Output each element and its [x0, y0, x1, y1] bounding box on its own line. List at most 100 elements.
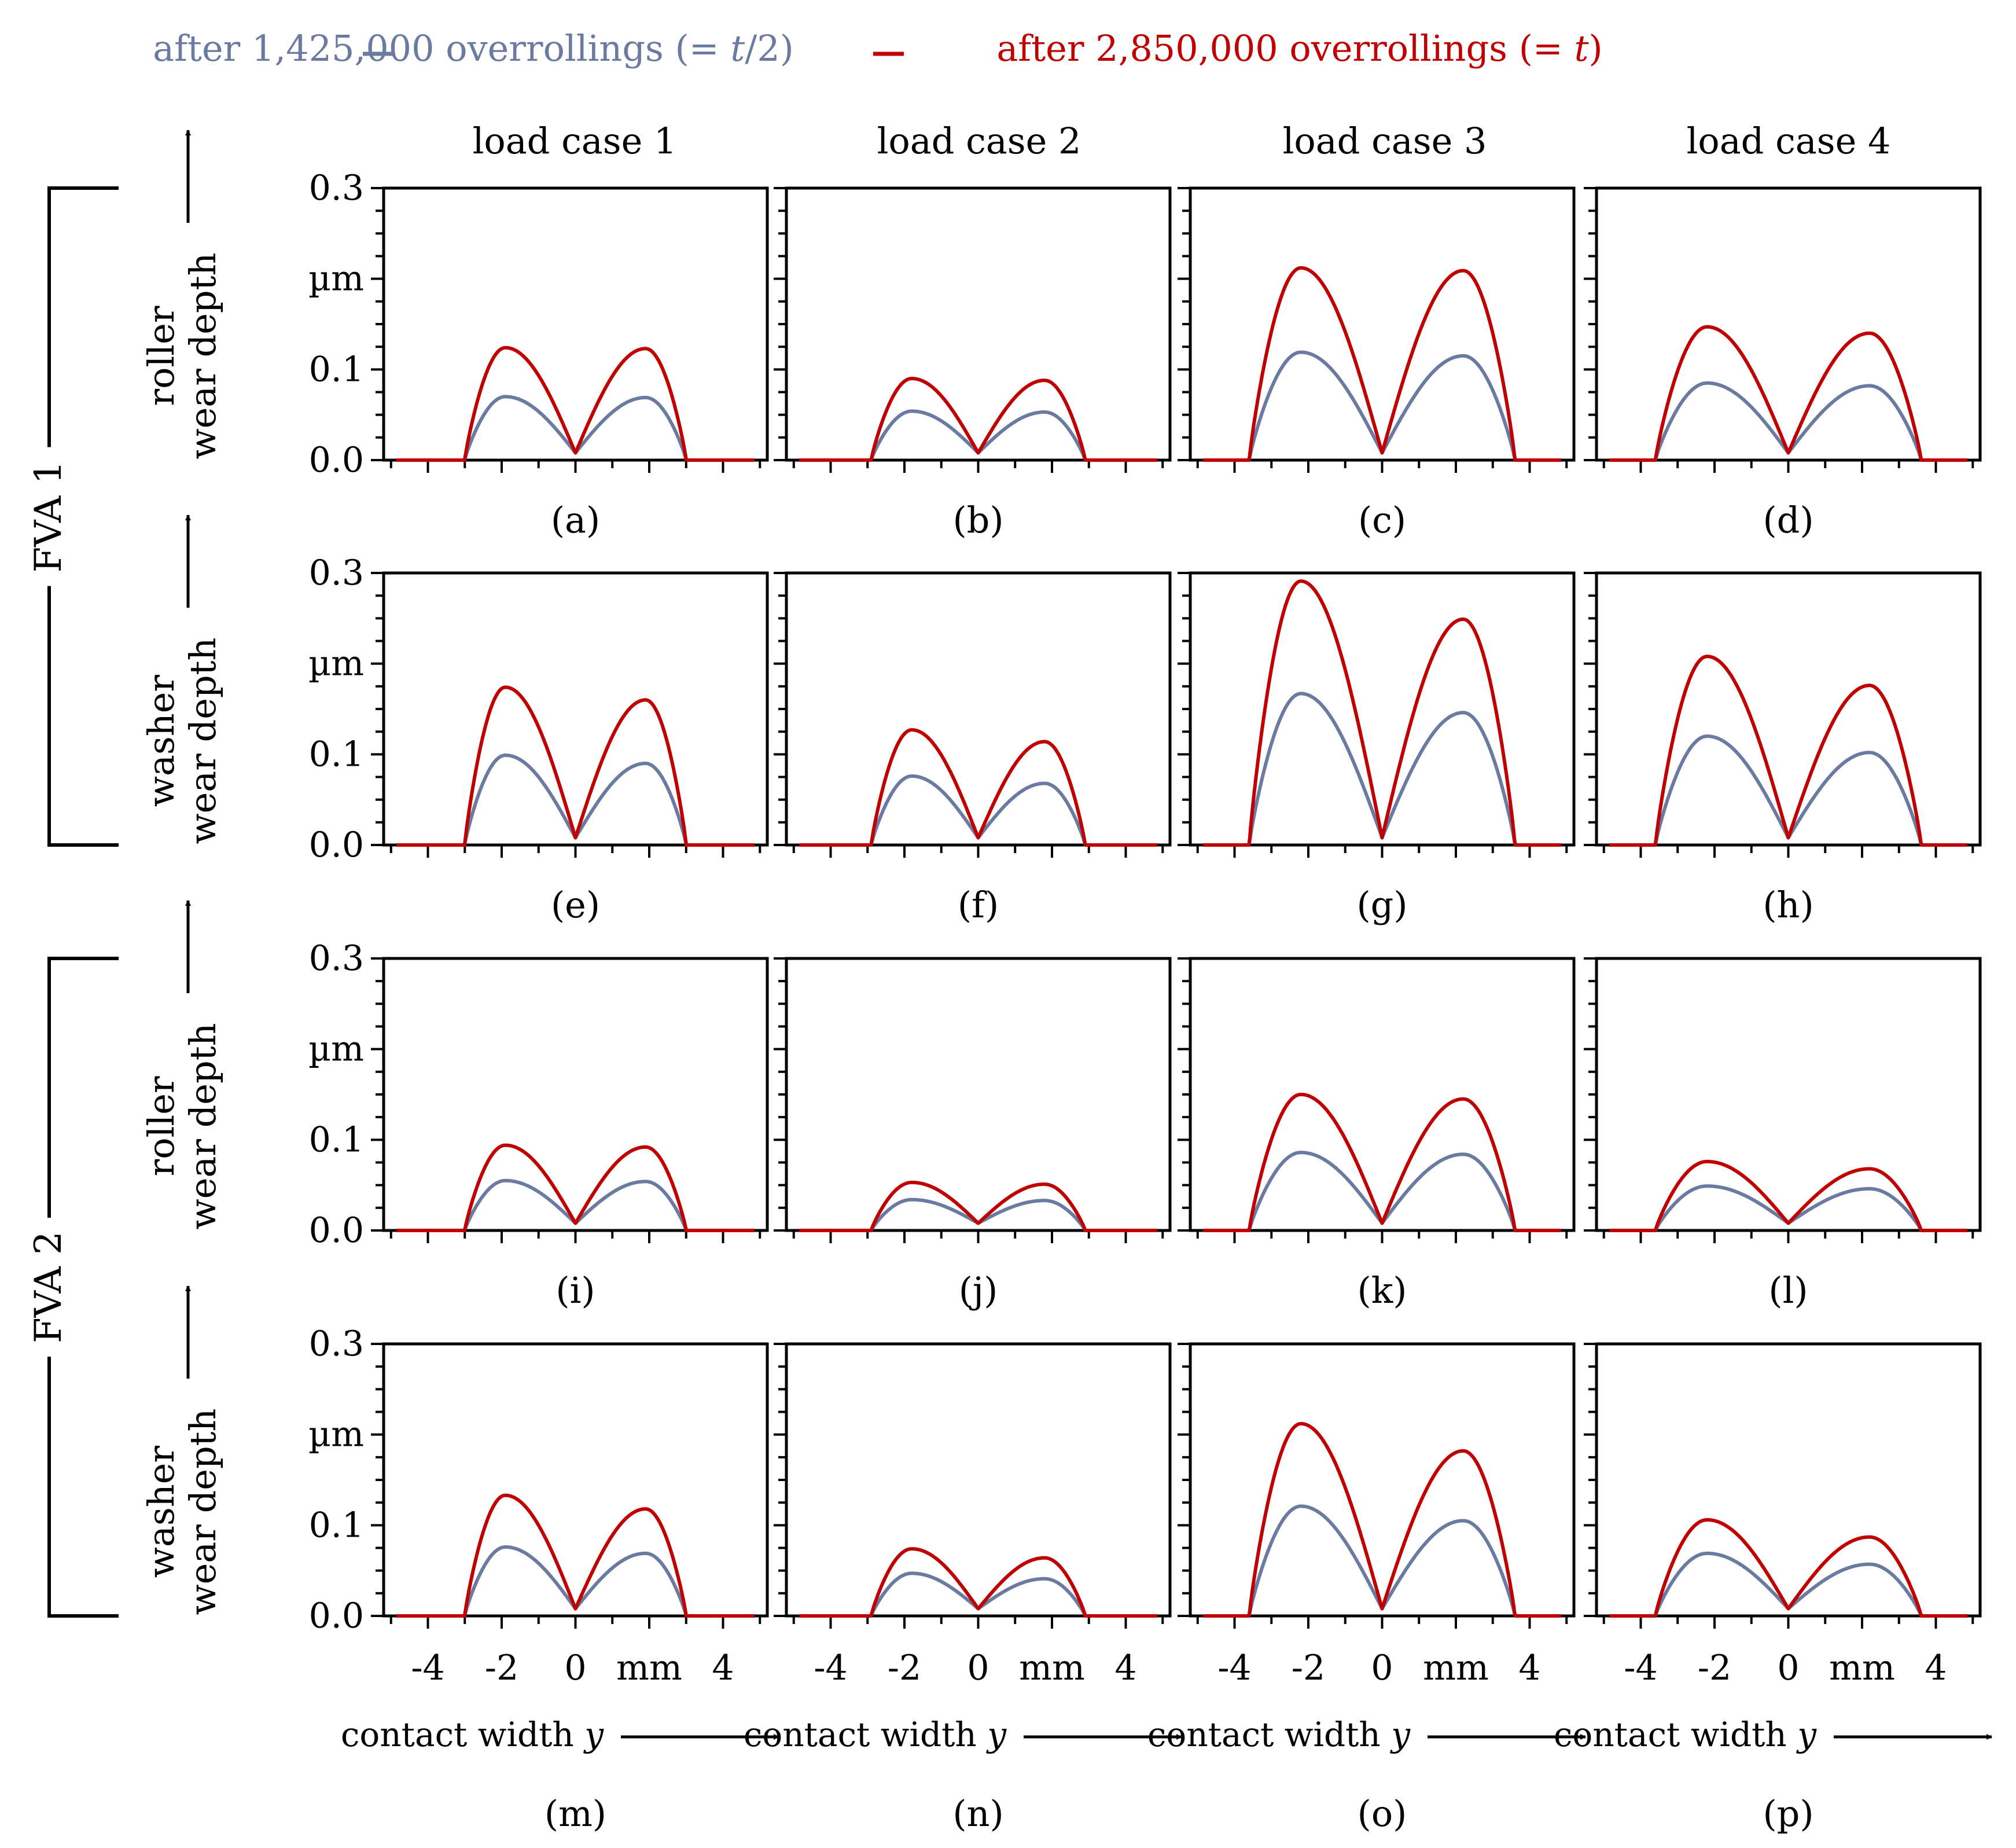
- row-label-4-line-2: wear depth: [182, 1409, 224, 1615]
- panel-label: (a): [551, 499, 600, 541]
- y-tick-label: µm: [308, 259, 364, 299]
- y-tick-label: 0.0: [309, 825, 364, 865]
- row-label-2-line-2: wear depth: [182, 638, 224, 844]
- x-tick-label: -4: [1217, 1648, 1251, 1688]
- panel-frame: [382, 571, 769, 847]
- x-axis-title: contact width y: [341, 1715, 604, 1754]
- x-tick-label: -2: [1698, 1648, 1731, 1688]
- group-bracket-bottom-2: [47, 1357, 119, 1618]
- panel-label: (j): [959, 1269, 998, 1311]
- series-full-line: [1608, 1518, 1969, 1618]
- x-tick-label: 0: [564, 1648, 586, 1688]
- row-label-2-line-1: washer: [140, 675, 182, 807]
- x-tick-label: -2: [1292, 1648, 1325, 1688]
- panels: 0.0 0.1 µm 0.3 (a) (b) (c) (d) 0.0 0.1 µm 0.3 (e) (f)…: [308, 168, 1992, 1835]
- y-tick-label: 0.1: [309, 1119, 364, 1160]
- x-axis-title: contact width y: [1554, 1715, 1817, 1754]
- y-tick-label: 0.0: [309, 1210, 364, 1251]
- group-label-2: FVA 2: [27, 1231, 70, 1343]
- group-label-1: FVA 1: [27, 461, 70, 573]
- group-bracket-bottom-1: [47, 586, 119, 847]
- series-full-line: [1202, 1421, 1562, 1618]
- group-bracket-top-1: [47, 186, 119, 447]
- series-full-line: [1202, 1093, 1562, 1232]
- panel-b: (b): [774, 186, 1172, 541]
- panel-label: (o): [1358, 1792, 1407, 1835]
- x-tick-label: -2: [888, 1648, 921, 1688]
- panel-f: (f): [774, 571, 1172, 926]
- x-axis-title: contact width y: [1147, 1715, 1411, 1754]
- panel-c: (c): [1178, 186, 1576, 541]
- panel-label: (h): [1763, 884, 1813, 926]
- panel-k: (k): [1178, 957, 1576, 1311]
- x-tick-label: mm: [1829, 1648, 1895, 1688]
- x-tick-label: mm: [616, 1648, 682, 1688]
- x-tick-label: 0: [967, 1648, 989, 1688]
- column-title-1: load case 1: [473, 120, 677, 162]
- panel-label: (p): [1763, 1792, 1813, 1835]
- y-tick-label: µm: [308, 1029, 364, 1070]
- panel-frame: [1189, 186, 1576, 462]
- column-titles: load case 1 load case 2 load case 3 load ca…: [473, 120, 1891, 162]
- panel-frame: [785, 1342, 1172, 1618]
- x-tick-label: 4: [1925, 1648, 1947, 1688]
- panel-label: (i): [555, 1269, 595, 1311]
- x-tick-label: -4: [814, 1648, 847, 1688]
- row-label-3-line-2: wear depth: [182, 1023, 224, 1230]
- panel-label: (l): [1768, 1269, 1808, 1311]
- panel-label: (c): [1358, 499, 1406, 541]
- x-tick-label: 0: [1777, 1648, 1799, 1688]
- panel-label: (m): [545, 1792, 606, 1835]
- y-tick-label: 0.0: [309, 1596, 364, 1636]
- panel-label: (e): [551, 884, 600, 926]
- y-tick-label: 0.3: [309, 938, 364, 979]
- y-tick-label: 0.3: [309, 1324, 364, 1364]
- column-title-3: load case 3: [1283, 120, 1487, 162]
- x-tick-label: -4: [411, 1648, 444, 1688]
- x-tick-label: mm: [1423, 1648, 1489, 1688]
- x-tick-label: -4: [1624, 1648, 1657, 1688]
- panel-g: (g): [1178, 571, 1576, 926]
- panel-frame: [382, 957, 769, 1232]
- series-half-line: [395, 753, 756, 847]
- y-tick-label: 0.0: [309, 440, 364, 480]
- panel-frame: [785, 571, 1172, 847]
- series-full-line: [798, 1181, 1158, 1232]
- group-brackets: FVA 1 FVA 2: [27, 186, 119, 1618]
- panel-frame: [1595, 1342, 1982, 1618]
- panel-frame: [1595, 957, 1982, 1232]
- panel-j: (j): [774, 957, 1172, 1311]
- y-tick-label: 0.1: [309, 349, 364, 390]
- y-tick-label: 0.3: [309, 553, 364, 593]
- panel-frame: [785, 957, 1172, 1232]
- panel-frame: [1189, 571, 1576, 847]
- panel-label: (k): [1358, 1269, 1407, 1311]
- y-tick-label: 0.1: [309, 734, 364, 774]
- y-tick-label: µm: [308, 644, 364, 684]
- panel-frame: [1189, 957, 1576, 1232]
- x-tick-label: 4: [1518, 1648, 1540, 1688]
- panel-h: (h): [1584, 571, 1982, 926]
- series-full-line: [798, 377, 1158, 462]
- panel-frame: [1595, 571, 1982, 847]
- legend-entry-half: after 1,425,000 overrollings (= t/2): [153, 27, 794, 69]
- panel-frame: [382, 1342, 769, 1618]
- panel-label: (d): [1763, 499, 1813, 541]
- panel-p: (p) -4 -2 0 mm 4 contact width y: [1554, 1342, 1992, 1835]
- x-axis-title: contact width y: [744, 1715, 1007, 1754]
- panel-d: (d): [1584, 186, 1982, 541]
- x-tick-label: mm: [1019, 1648, 1085, 1688]
- series-full-line: [1608, 655, 1969, 847]
- legend: after 1,425,000 overrollings (= t/2) afte…: [153, 27, 1603, 69]
- legend-entry-full: after 2,850,000 overrollings (= t): [996, 27, 1602, 69]
- series-full-line: [798, 1547, 1158, 1618]
- row-label-1-line-2: wear depth: [182, 253, 224, 460]
- panel-l: (l): [1584, 957, 1982, 1311]
- column-title-4: load case 4: [1687, 120, 1891, 162]
- panel-label: (g): [1356, 884, 1407, 926]
- row-label-3-line-1: roller: [140, 1076, 182, 1176]
- panel-frame: [1595, 186, 1982, 462]
- row-label-4-line-1: washer: [140, 1446, 182, 1578]
- panel-n: (n) -4 -2 0 mm 4 contact width y: [744, 1342, 1182, 1835]
